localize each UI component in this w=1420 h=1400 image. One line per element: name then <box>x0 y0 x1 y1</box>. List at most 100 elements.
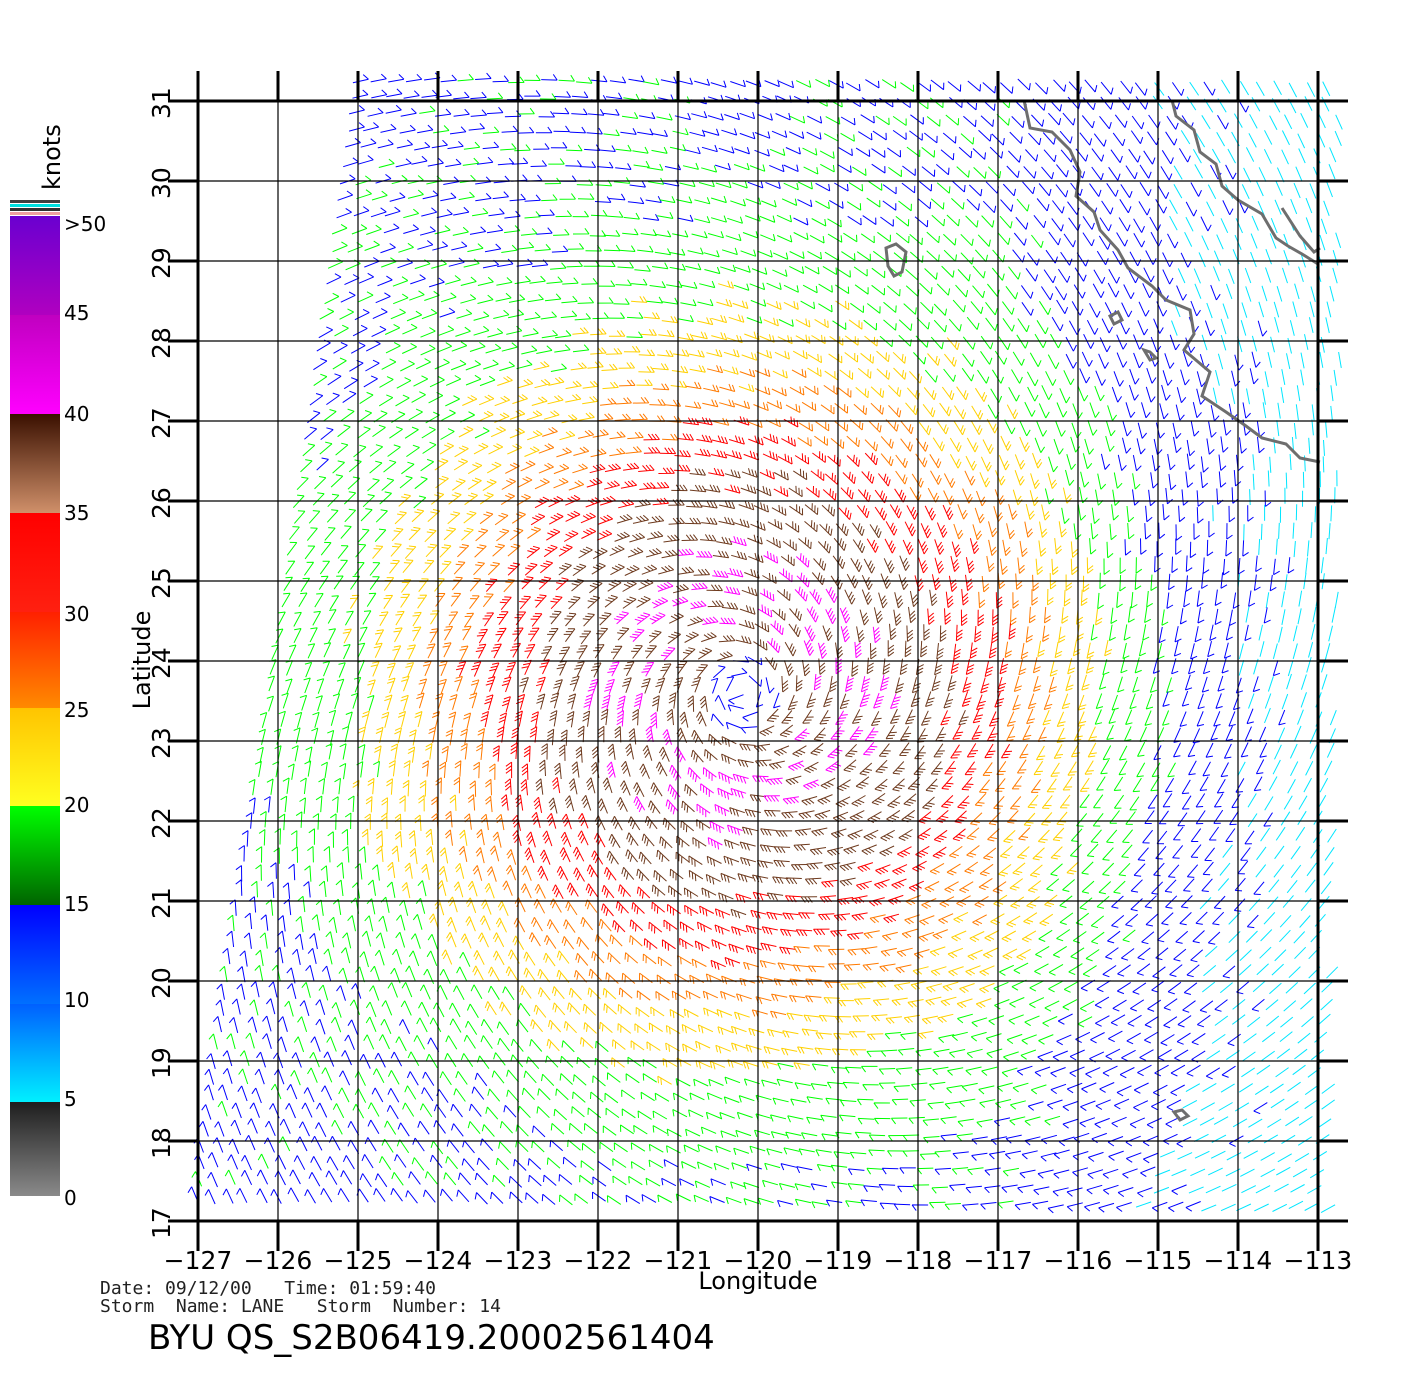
wind-barb <box>385 104 402 114</box>
wind-barb <box>899 658 908 676</box>
wind-barb <box>283 576 293 591</box>
wind-barb <box>1185 201 1198 217</box>
wind-barb <box>458 845 468 862</box>
wind-barb <box>958 709 969 726</box>
wind-barb <box>1129 693 1137 710</box>
wind-barb <box>1245 147 1255 162</box>
wind-barb <box>635 1006 650 1018</box>
wind-barb <box>287 1187 300 1203</box>
wind-barb <box>901 928 918 939</box>
wind-barb <box>773 846 791 854</box>
wind-barb <box>898 319 913 331</box>
wind-barb <box>1319 234 1326 251</box>
wind-barb <box>602 777 613 794</box>
wind-barb <box>1118 760 1128 776</box>
wind-barb <box>1210 1150 1226 1159</box>
wind-barb <box>506 849 517 865</box>
wind-barb <box>748 1027 765 1037</box>
wind-barb <box>548 1019 562 1033</box>
wind-barb <box>270 862 277 879</box>
wind-barb <box>684 783 698 797</box>
wind-barb <box>1054 538 1062 555</box>
wind-barb <box>331 1002 342 1018</box>
wind-barb <box>1177 1152 1193 1160</box>
wind-barb <box>912 966 929 976</box>
wind-barb <box>899 742 911 756</box>
wind-barb <box>1050 846 1063 860</box>
wind-barb <box>1048 980 1063 993</box>
wind-barb <box>1025 149 1039 162</box>
wind-barb <box>935 164 950 176</box>
wind-barb <box>860 233 875 244</box>
wind-barb <box>821 504 835 517</box>
wind-barb <box>785 1131 802 1139</box>
wind-barb <box>454 675 463 692</box>
wind-barb <box>449 694 458 710</box>
wind-barb <box>673 349 690 357</box>
wind-barb <box>453 1088 466 1102</box>
wind-barb <box>501 696 511 713</box>
wind-barb <box>1241 1185 1257 1194</box>
wind-barb <box>1235 778 1245 793</box>
wind-barb <box>1223 642 1232 659</box>
wind-barb <box>487 328 504 338</box>
wind-barb <box>900 438 913 452</box>
wind-barb <box>1163 998 1178 1011</box>
wind-barb <box>292 948 301 965</box>
wind-barb <box>794 1183 811 1191</box>
wind-barb <box>465 916 476 932</box>
wind-barb <box>444 1053 457 1068</box>
wind-barb <box>788 623 801 638</box>
wind-barb <box>587 1107 602 1119</box>
wind-barb <box>1009 131 1023 144</box>
wind-barb <box>340 947 351 964</box>
wind-barb <box>353 676 362 693</box>
wind-barb <box>1289 743 1298 759</box>
wind-barb <box>1171 556 1178 574</box>
wind-barb <box>994 999 1010 1010</box>
wind-barb <box>1325 421 1328 438</box>
wind-barb <box>652 481 670 489</box>
wind-barb <box>646 1041 661 1051</box>
wind-barb <box>703 384 720 393</box>
wind-barb <box>1041 504 1050 521</box>
wind-barb <box>299 797 306 814</box>
wind-barb <box>551 776 561 794</box>
wind-barb <box>1014 470 1025 486</box>
wind-barb <box>1091 166 1104 181</box>
wind-barb <box>1178 505 1186 523</box>
wind-barb <box>1043 149 1057 163</box>
lon-tick-label: −118 <box>884 1246 953 1275</box>
wind-barb <box>371 89 388 99</box>
wind-barb <box>794 828 812 837</box>
wind-barb <box>1012 694 1021 711</box>
wind-barb <box>866 1033 884 1041</box>
wind-barb <box>748 552 764 564</box>
wind-barb <box>480 813 489 831</box>
storm-name-line: Storm Name: LANE Storm Number: 14 <box>100 1296 501 1317</box>
wind-barb <box>922 1118 939 1127</box>
wind-barb <box>342 726 350 743</box>
wind-barb <box>1127 522 1135 540</box>
wind-barb <box>716 298 733 308</box>
wind-barb <box>789 504 804 516</box>
wind-barb <box>668 499 685 506</box>
wind-barb <box>963 115 977 128</box>
wind-barb <box>421 89 438 98</box>
wind-barb <box>978 877 993 891</box>
wind-barb <box>820 1114 837 1122</box>
wind-barb <box>666 280 683 288</box>
wind-barb <box>620 1124 634 1135</box>
wind-barb <box>611 815 623 831</box>
wind-barb <box>279 1136 291 1152</box>
wind-barb <box>1301 1016 1314 1028</box>
wind-barb <box>803 779 820 790</box>
wind-barb <box>390 1051 403 1067</box>
wind-barb <box>239 950 248 967</box>
wind-barb <box>1036 320 1049 335</box>
wind-barb <box>868 1149 885 1157</box>
wind-barb <box>384 206 401 217</box>
wind-barb <box>315 695 323 712</box>
wind-barb <box>771 505 787 516</box>
wind-barb <box>255 864 262 881</box>
